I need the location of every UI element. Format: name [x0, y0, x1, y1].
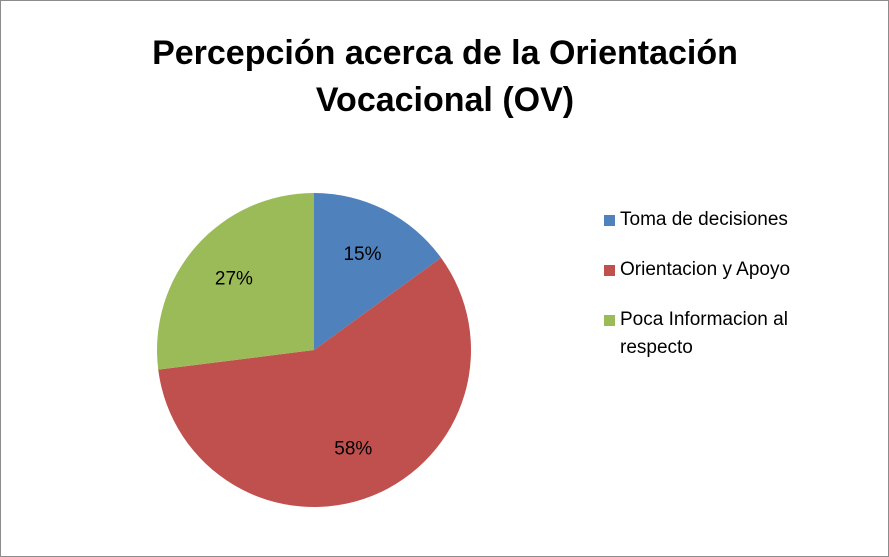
data-label: 58%	[334, 438, 372, 459]
pie-slice	[158, 257, 472, 507]
legend-swatch	[604, 265, 615, 276]
legend-label: Toma de decisiones	[620, 209, 788, 230]
pie-slice	[157, 193, 314, 370]
pie-slice	[314, 193, 442, 350]
legend-swatch	[604, 215, 615, 226]
data-label: 15%	[343, 244, 381, 265]
legend-label: Poca Informacion al respecto	[620, 309, 788, 358]
chart-title: Percepción acerca de la Orientación Voca…	[152, 34, 738, 119]
data-label: 27%	[215, 268, 253, 289]
legend: Toma de decisiones Orientacion y Apoyo Poc…	[604, 206, 884, 384]
legend-item: Orientacion y Apoyo	[604, 256, 860, 284]
legend-item: Poca Informacion al respecto	[604, 306, 860, 362]
legend-label: Orientacion y Apoyo	[620, 259, 791, 280]
legend-swatch	[604, 315, 615, 326]
legend-item: Toma de decisiones	[604, 206, 860, 234]
